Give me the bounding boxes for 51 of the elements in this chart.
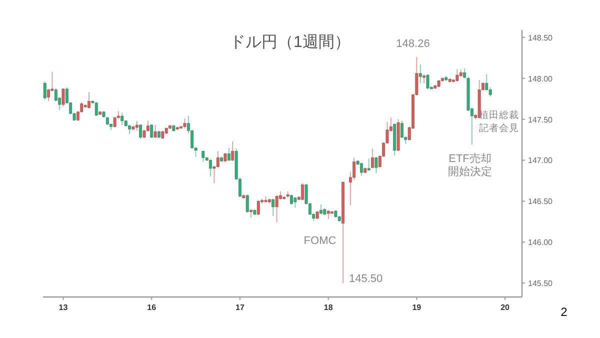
candlestick: [272, 198, 275, 216]
candlestick: [62, 88, 65, 107]
y-tick-label: 148.50: [528, 33, 554, 42]
candlestick: [320, 204, 322, 215]
candlestick: [374, 156, 378, 174]
x-tick-label: 18: [324, 303, 334, 312]
x-tick-label: 16: [147, 303, 157, 312]
candlestick: [326, 210, 330, 220]
candlestick: [256, 200, 260, 216]
candlestick: [120, 112, 124, 126]
y-tick-label: 146.00: [528, 238, 554, 248]
candlestick: [290, 194, 293, 205]
candlestick: [246, 194, 249, 214]
candlestick: [154, 124, 157, 139]
candlestick: [371, 148, 374, 169]
candlestick: [216, 150, 220, 168]
annotation: 145.50: [349, 273, 383, 285]
candlestick: [275, 195, 278, 223]
candlestick: [367, 158, 370, 172]
y-tick-label: 145.50: [528, 279, 554, 288]
candlestick: [43, 81, 46, 100]
candlestick: [426, 74, 430, 90]
x-tick-label: 13: [58, 303, 68, 312]
annotation: FOMC: [304, 235, 336, 247]
candlestick: [202, 150, 205, 162]
candlestick: [128, 124, 131, 134]
candlestick: [88, 92, 90, 110]
candlestick: [94, 102, 98, 116]
y-tick-label: 147.50: [528, 115, 554, 124]
y-tick-label: 148.00: [528, 74, 554, 84]
y-tick-label: 146.50: [528, 197, 554, 206]
text: 2: [560, 305, 568, 319]
annotation: 記者会見: [479, 122, 519, 134]
annotation: ETF売却: [448, 152, 492, 165]
candlestick: [456, 68, 459, 82]
candlestick: [301, 182, 304, 201]
annotation: 148.26: [396, 38, 430, 50]
chart-title: ドル円（1週間）: [230, 34, 350, 51]
candlestick: [139, 124, 142, 140]
candlestick: [360, 162, 363, 176]
candlestick: [150, 124, 154, 139]
x-tick-label: 20: [500, 303, 510, 312]
y-tick-label: 147.00: [528, 156, 554, 166]
candlestick: [294, 196, 297, 208]
candlestick: [224, 152, 227, 162]
candlestick: [183, 118, 186, 129]
x-tick-label: 17: [236, 303, 245, 312]
candlestick: [209, 159, 212, 178]
candlestick: [227, 148, 230, 162]
annotation: 開始決定: [448, 165, 492, 178]
x-tick-label: 19: [412, 303, 422, 312]
